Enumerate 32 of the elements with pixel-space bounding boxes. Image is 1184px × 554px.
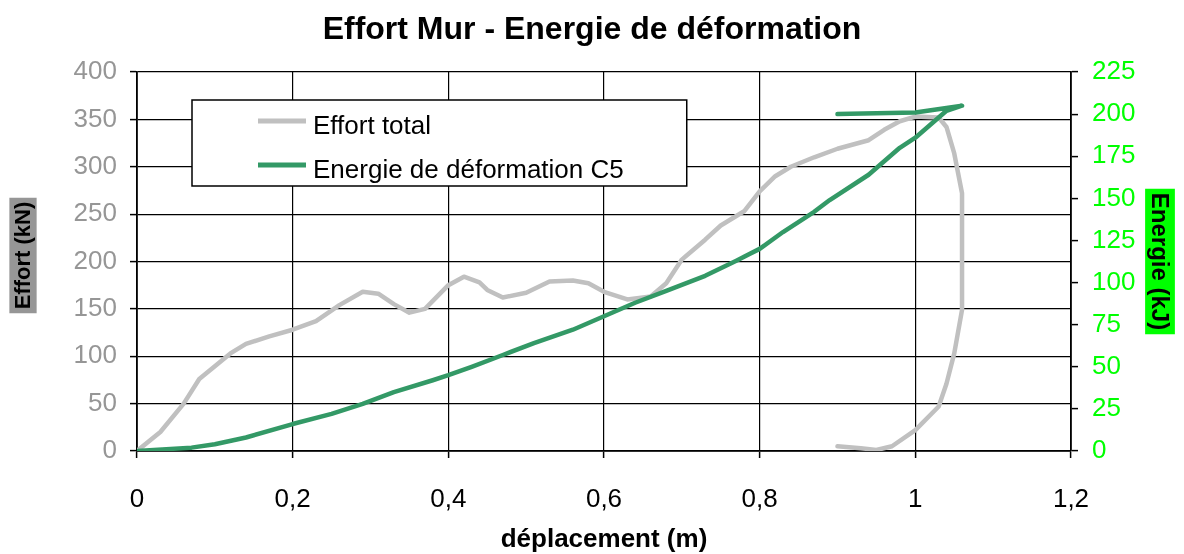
x-tick-label: 1: [908, 482, 923, 513]
y2-tick-label: 175: [1092, 139, 1136, 170]
y-tick-label: 300: [73, 149, 117, 180]
y-tick-label: 150: [73, 292, 117, 323]
y-tick-label: 0: [102, 434, 117, 465]
x-tick-label: 0,4: [430, 482, 467, 513]
y2-tick-label: 200: [1092, 97, 1136, 128]
y-tick-label: 50: [88, 386, 117, 417]
y2-axis-title: Energie (kJ): [1147, 192, 1175, 331]
y2-tick-label: 100: [1092, 265, 1136, 296]
y2-tick-label: 25: [1092, 392, 1121, 423]
y2-tick-label: 150: [1092, 181, 1136, 212]
y-tick-label: 350: [73, 102, 117, 133]
y-tick-label: 100: [73, 339, 117, 370]
y-tick-label: 250: [73, 197, 117, 228]
legend-label: Effort total: [313, 110, 432, 141]
y-tick-label: 200: [73, 244, 117, 275]
y2-tick-label: 125: [1092, 223, 1136, 254]
y2-tick-label: 75: [1092, 307, 1121, 338]
x-tick-label: 0,8: [741, 482, 778, 513]
x-tick-label: 0,2: [274, 482, 311, 513]
y2-tick-label: 50: [1092, 349, 1121, 380]
chart-title: Effort Mur - Energie de déformation: [322, 10, 862, 47]
y-tick-label: 400: [73, 55, 117, 86]
x-tick-label: 0: [129, 482, 145, 513]
y-axis-title: Effort (kN): [10, 201, 36, 310]
x-tick-label: 0,6: [585, 482, 623, 513]
y2-tick-label: 0: [1092, 434, 1107, 465]
y2-tick-label: 225: [1092, 55, 1136, 86]
x-tick-label: 1,2: [1052, 482, 1090, 513]
legend-label: Energie de déformation C5: [313, 154, 624, 185]
x-axis-title: déplacement (m): [500, 523, 708, 554]
